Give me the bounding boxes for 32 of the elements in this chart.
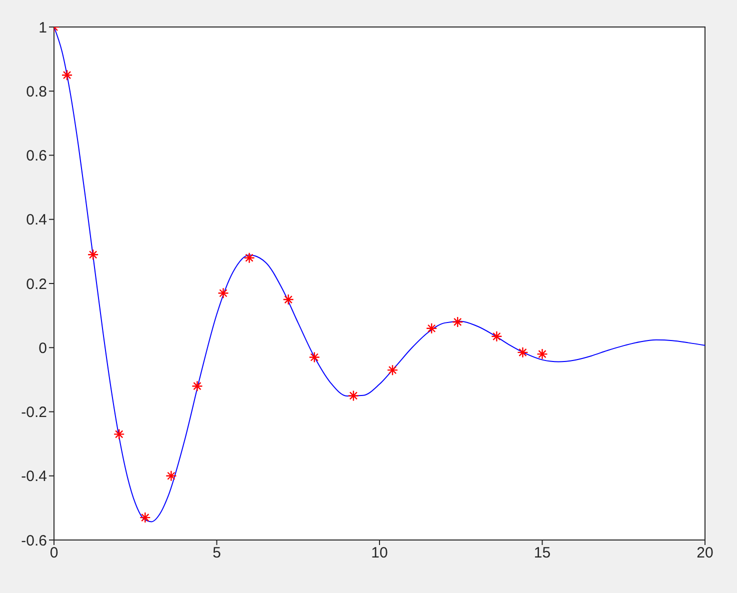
point — [348, 390, 360, 402]
y-tick-label: 0.6 — [26, 148, 47, 165]
x-tick-label: 5 — [212, 544, 221, 562]
point — [61, 69, 73, 81]
y-tick-label: 0.2 — [26, 276, 47, 293]
point — [282, 294, 294, 306]
y-tick-label: 1 — [38, 19, 47, 36]
point — [218, 288, 229, 299]
x-tick-label: 15 — [534, 544, 551, 562]
x-tick-label: 20 — [696, 544, 714, 562]
point — [517, 346, 528, 358]
point — [452, 316, 464, 328]
point — [386, 364, 398, 376]
line-series — [54, 27, 705, 522]
point — [87, 249, 99, 260]
y-tick-label: -0.4 — [21, 468, 47, 486]
y-tick-label: 0 — [38, 340, 47, 357]
x-tick-label: 0 — [50, 544, 58, 562]
point — [140, 512, 151, 524]
y-tick-label: -0.6 — [21, 532, 47, 550]
point — [192, 380, 203, 392]
y-tick-label: 0.4 — [26, 212, 47, 229]
point — [114, 428, 125, 440]
point — [166, 470, 177, 482]
point — [536, 348, 548, 360]
y-tick-label: -0.2 — [21, 404, 47, 422]
point — [426, 322, 438, 334]
point — [491, 330, 502, 342]
y-tick-label: 0.8 — [26, 83, 47, 100]
x-tick-label: 10 — [371, 544, 388, 562]
point — [308, 352, 320, 363]
point — [244, 252, 255, 264]
